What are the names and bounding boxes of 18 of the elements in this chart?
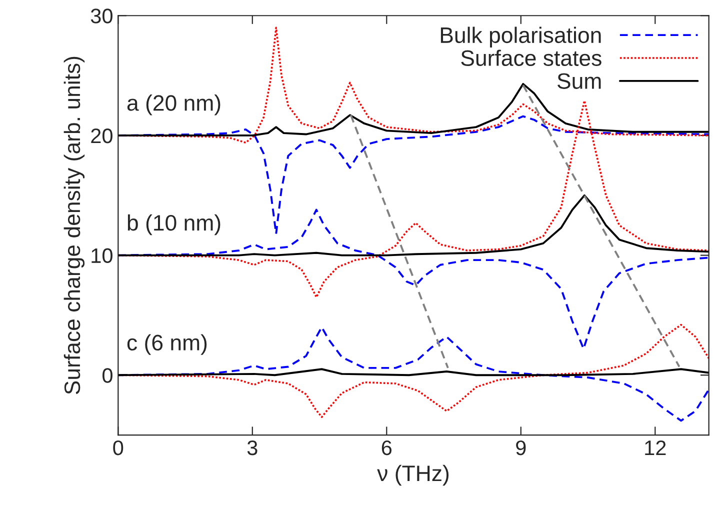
y-tick-label: 20 (91, 128, 112, 144)
y-tick-label: 30 (90, 8, 112, 24)
legend-label: Bulk polarisation (440, 26, 601, 48)
y-tick-label: 0 (102, 368, 112, 383)
x-tick-label: 6 (382, 440, 392, 456)
legend-label: Surface states (461, 50, 602, 66)
x-tick-label: 9 (516, 440, 526, 456)
legend-label: Sum (557, 73, 601, 89)
x-tick-label: 12 (645, 440, 666, 455)
x-axis-title: ν (THz) (377, 464, 449, 486)
annotation: a (20 nm) (127, 94, 220, 116)
y-tick-label: 10 (92, 248, 112, 264)
x-tick-label: 0 (113, 440, 124, 456)
y-axis-title: Surface charge density (arb. units) (64, 56, 85, 394)
line-series (118, 194, 709, 256)
annotation: b (10 nm) (128, 214, 220, 236)
x-tick-label: 3 (247, 440, 258, 456)
annotation: c (6 nm) (127, 334, 207, 355)
